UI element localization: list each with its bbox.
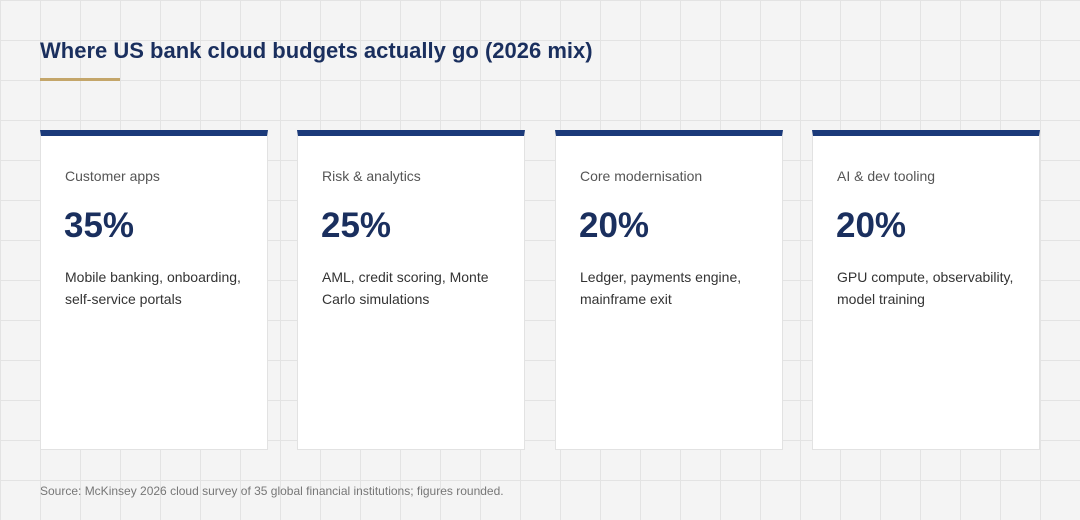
card-label: Customer apps bbox=[65, 168, 160, 184]
card-label: AI & dev tooling bbox=[837, 168, 936, 184]
card-value: 20% bbox=[579, 206, 650, 245]
budget-card-risk-analytics: Risk & analytics 25% AML, credit scoring… bbox=[297, 130, 525, 450]
card-value: 35% bbox=[64, 206, 135, 245]
source-footnote: Source: McKinsey 2026 cloud survey of 35… bbox=[40, 484, 504, 498]
page-title: Where US bank cloud budgets actually go … bbox=[40, 38, 593, 63]
card-label: Risk & analytics bbox=[322, 168, 421, 184]
budget-card-ai-dev-tooling: AI & dev tooling 20% GPU compute, observ… bbox=[812, 130, 1040, 450]
card-value: 25% bbox=[321, 206, 392, 245]
card-label: Core modernisation bbox=[580, 168, 703, 184]
title-underline bbox=[40, 78, 120, 81]
card-description: Ledger, payments engine, mainframe exit bbox=[580, 269, 742, 307]
card-description: GPU compute, observability, model traini… bbox=[837, 269, 1014, 307]
budget-card-core-modernisation: Core modernisation 20% Ledger, payments … bbox=[555, 130, 783, 450]
card-value: 20% bbox=[836, 206, 907, 245]
card-description: Mobile banking, onboarding, self-service… bbox=[65, 269, 241, 307]
budget-cards: Customer apps 35% Mobile banking, onboar… bbox=[40, 130, 1040, 450]
budget-card-customer-apps: Customer apps 35% Mobile banking, onboar… bbox=[40, 130, 268, 450]
card-description: AML, credit scoring, Monte Carlo simulat… bbox=[322, 269, 489, 307]
